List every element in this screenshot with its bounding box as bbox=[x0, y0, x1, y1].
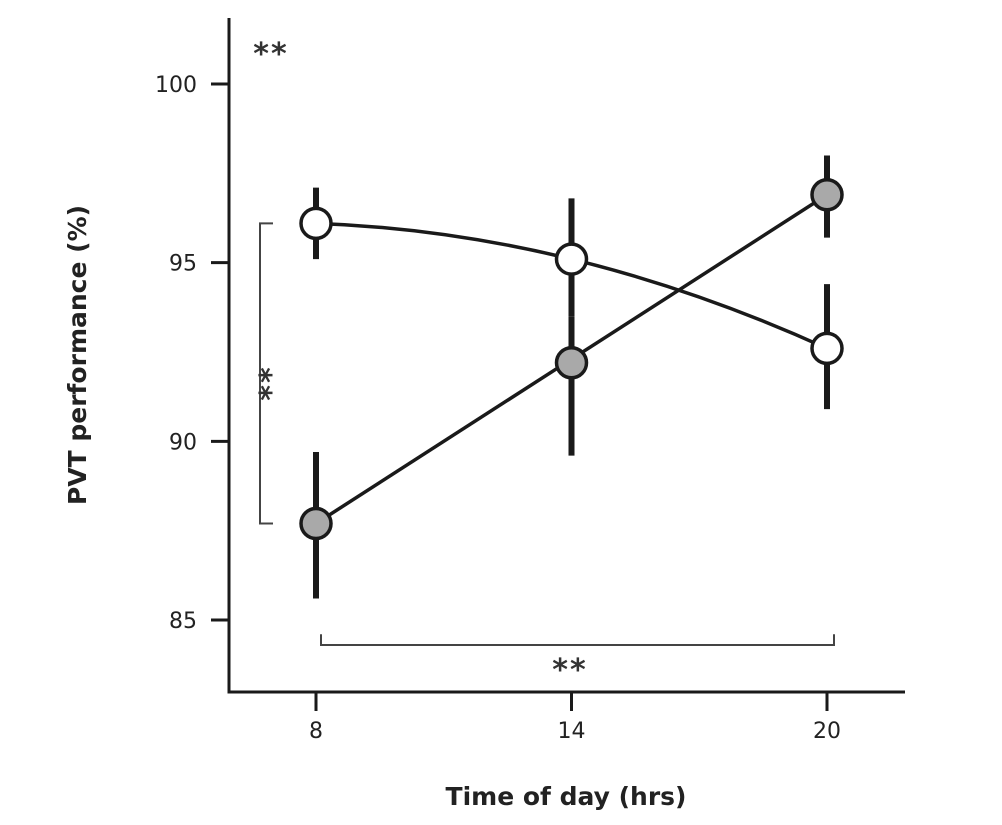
bracket-8-to-20 bbox=[320, 634, 835, 647]
annotation-bracket-8-20: ** bbox=[552, 653, 587, 688]
open-circle-point bbox=[810, 331, 844, 366]
y-axis-title: PVT performance (%) bbox=[63, 205, 92, 505]
x-tick-label: 20 bbox=[813, 719, 841, 744]
open-circle-point bbox=[554, 242, 589, 276]
bracket-8 bbox=[259, 222, 273, 525]
y-tick-label: 100 bbox=[155, 73, 197, 98]
y-tick-label: 95 bbox=[169, 252, 197, 277]
data-points bbox=[299, 178, 844, 541]
axes bbox=[227, 18, 905, 694]
y-tick-label: 85 bbox=[169, 609, 197, 634]
filled-circle-point bbox=[554, 345, 589, 380]
significance-brackets bbox=[259, 222, 835, 647]
annotation-top-left: ** bbox=[253, 37, 288, 72]
ticks: 85 90 95 100 8 14 20 bbox=[155, 73, 841, 744]
y-tick-label: 90 bbox=[169, 430, 197, 455]
x-tick-label: 8 bbox=[309, 719, 323, 744]
filled-circle-point bbox=[299, 506, 333, 541]
open-circle-point bbox=[299, 206, 333, 241]
x-axis-title: Time of day (hrs) bbox=[446, 782, 687, 811]
x-tick-label: 14 bbox=[558, 719, 586, 744]
annotation-bracket-8: ** bbox=[254, 365, 289, 400]
filled-circle-point bbox=[810, 178, 844, 212]
